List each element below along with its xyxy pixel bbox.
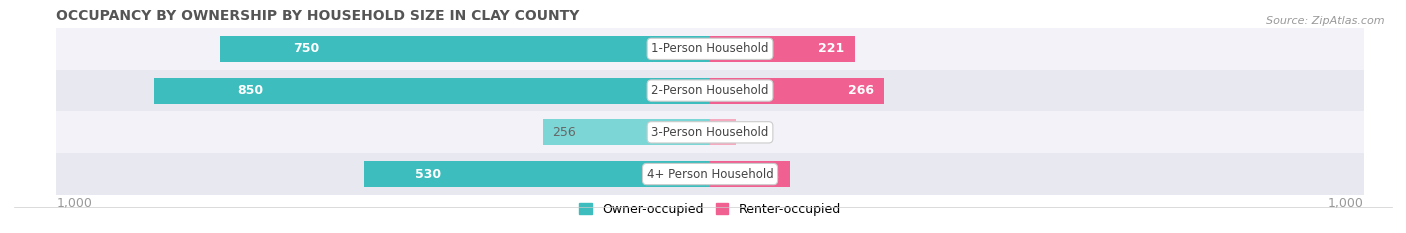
Legend: Owner-occupied, Renter-occupied: Owner-occupied, Renter-occupied [575, 198, 845, 221]
Text: 3-Person Household: 3-Person Household [651, 126, 769, 139]
Bar [710, 78, 884, 103]
Bar [543, 119, 710, 145]
Bar [710, 36, 855, 62]
Text: 850: 850 [238, 84, 264, 97]
Text: 750: 750 [294, 42, 319, 55]
Bar [56, 70, 1364, 111]
Bar [155, 78, 710, 103]
Text: OCCUPANCY BY OWNERSHIP BY HOUSEHOLD SIZE IN CLAY COUNTY: OCCUPANCY BY OWNERSHIP BY HOUSEHOLD SIZE… [56, 9, 579, 23]
Bar [219, 36, 710, 62]
Text: Source: ZipAtlas.com: Source: ZipAtlas.com [1267, 16, 1385, 26]
Text: 40: 40 [747, 126, 762, 139]
Text: 266: 266 [848, 84, 875, 97]
Text: 530: 530 [416, 168, 441, 181]
Bar [56, 28, 1364, 70]
Bar [710, 161, 790, 187]
Text: 1,000: 1,000 [1327, 197, 1364, 210]
Bar [56, 111, 1364, 153]
Text: 122: 122 [754, 168, 780, 181]
Text: 1-Person Household: 1-Person Household [651, 42, 769, 55]
Bar [710, 119, 737, 145]
Text: 1,000: 1,000 [56, 197, 93, 210]
Text: 256: 256 [553, 126, 576, 139]
Text: 221: 221 [818, 42, 845, 55]
Bar [364, 161, 710, 187]
Bar [56, 153, 1364, 195]
Text: 4+ Person Household: 4+ Person Household [647, 168, 773, 181]
Text: 2-Person Household: 2-Person Household [651, 84, 769, 97]
